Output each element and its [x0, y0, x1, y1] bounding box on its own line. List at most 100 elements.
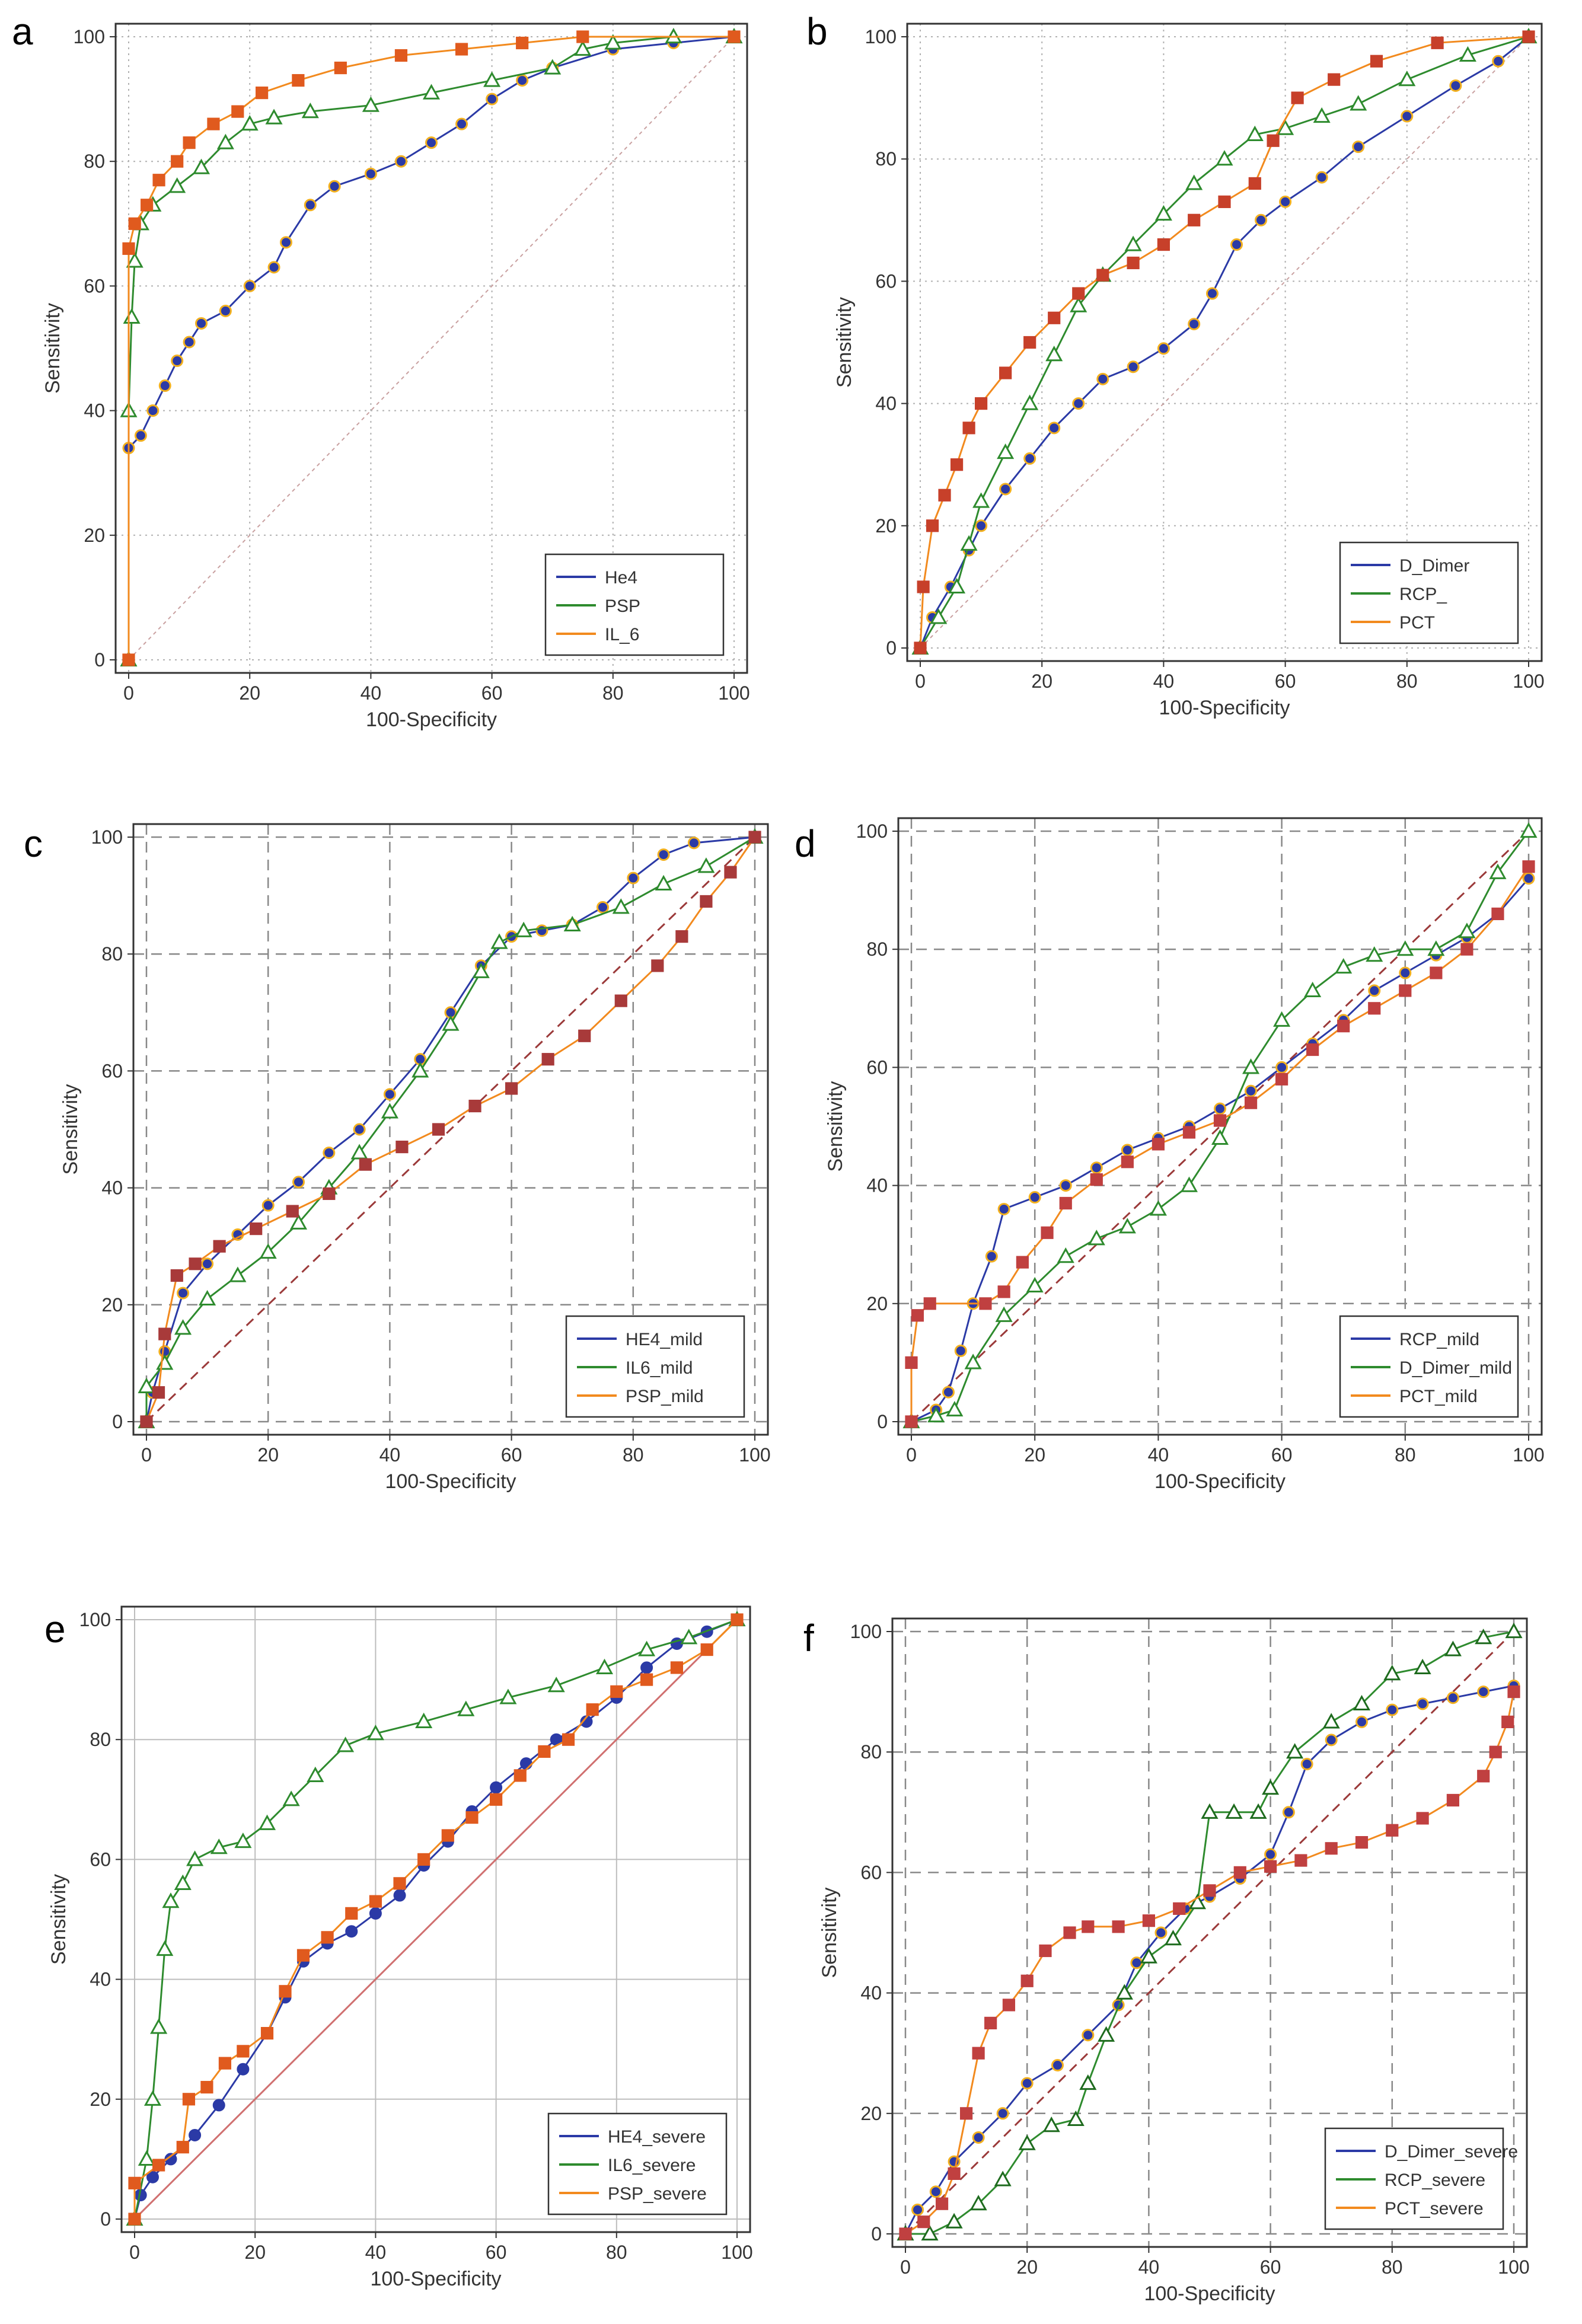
data-point-D_Dimer_mild [1149, 1200, 1167, 1216]
data-point-PCT_severe [1477, 1770, 1490, 1783]
data-point-PCT_severe [1294, 1854, 1307, 1867]
data-point-IL6_severe [680, 1629, 698, 1645]
reference-diagonal [920, 36, 1529, 649]
data-point-HE4_mild [201, 1257, 214, 1270]
x-tick-label: 20 [257, 1444, 279, 1466]
x-tick-label: 80 [606, 2242, 627, 2263]
y-tick-label: 80 [84, 151, 105, 172]
data-point-HE4_severe [490, 1781, 503, 1794]
legend-label: D_Dimer_mild [1399, 1358, 1512, 1378]
data-point-RCP_ [1045, 346, 1063, 362]
data-point-IL_6 [728, 30, 741, 43]
data-point-PCT_severe [1446, 1793, 1460, 1807]
data-point-D_Dimer [975, 519, 988, 532]
legend-label: IL6_mild [626, 1358, 693, 1378]
data-point-PCT [950, 458, 964, 471]
data-point-PSP_severe [296, 1949, 310, 1962]
data-point-PCT_severe [1489, 1745, 1502, 1758]
x-axis-label: 100-Specificity [1144, 2282, 1275, 2305]
data-point-PSP_mild [748, 831, 761, 844]
data-point-PCT_severe [1112, 1920, 1125, 1933]
data-point-RCP_severe [921, 2224, 939, 2241]
data-point-D_Dimer_severe [1082, 2029, 1095, 2042]
data-point-RCP_ [930, 608, 948, 624]
data-point-PCT_severe [1233, 1866, 1246, 1879]
data-point-PCT_mild [923, 1297, 936, 1310]
data-point-PSP [168, 177, 186, 193]
data-point-PSP_severe [441, 1829, 454, 1842]
data-point-RCP_mild [1059, 1179, 1072, 1192]
data-point-PSP_mild [323, 1187, 336, 1201]
data-point-PCT [938, 489, 951, 502]
data-point-He4 [243, 279, 256, 292]
data-point-PSP_severe [586, 1703, 599, 1716]
data-point-RCP_severe [1505, 1622, 1523, 1639]
data-point-PCT_severe [1142, 1914, 1156, 1927]
y-tick-label: 0 [871, 2223, 882, 2245]
data-point-D_Dimer_mild [1366, 946, 1383, 962]
data-point-RCP_mild [1121, 1144, 1134, 1157]
data-point-PCT [1522, 30, 1535, 43]
panel-d: d 0 20 40 60 80 100 0 20 40 60 80 100 100-Specificity… [795, 817, 1545, 1493]
y-tick-label: 40 [90, 1969, 111, 1990]
legend: He4 PSP IL_6 [544, 553, 725, 656]
legend: HE4_severe IL6_severe PSP_severe [547, 2112, 728, 2216]
data-point-IL6_mild [515, 921, 532, 937]
legend-box [1339, 541, 1519, 644]
data-point-He4 [219, 304, 232, 317]
data-point-PSP_mild [651, 959, 664, 972]
data-point-PSP_severe [369, 1895, 382, 1908]
data-point-PSP_mild [675, 930, 688, 943]
data-point-D_Dimer_mild [1335, 957, 1353, 974]
data-point-IL6_mild [612, 898, 630, 914]
data-point-PSP_mild [359, 1158, 372, 1171]
data-point-RCP_ [1350, 95, 1367, 111]
y-tick-label: 40 [101, 1177, 123, 1199]
data-point-D_Dimer [1023, 452, 1036, 465]
data-point-PCT_mild [1041, 1226, 1054, 1239]
data-point-RCP_mild [942, 1386, 955, 1399]
data-point-PCT [1291, 91, 1304, 104]
panel-f: f 0 20 40 60 80 100 0 20 40 60 80 100 100-Specificity… [803, 1617, 1530, 2305]
data-point-PSP_mild [286, 1205, 299, 1218]
data-point-D_Dimer_mild [1087, 1230, 1105, 1246]
data-point-D_Dimer [1315, 171, 1328, 184]
data-point-IL6_mild [229, 1266, 247, 1282]
data-point-PCT_mild [997, 1285, 1010, 1298]
data-point-PCT [1248, 177, 1261, 190]
data-point-D_Dimer_mild [1273, 1011, 1291, 1027]
data-point-D_Dimer [1096, 372, 1109, 385]
data-point-He4 [146, 404, 160, 417]
data-point-PCT_severe [1020, 1974, 1034, 1987]
data-point-RCP_severe [1098, 2026, 1115, 2042]
data-point-PSP [192, 158, 210, 174]
data-point-PCT_severe [1082, 1920, 1095, 1933]
data-point-D_Dimer_mild [946, 1400, 964, 1417]
data-point-IL6_mild [259, 1243, 277, 1259]
data-point-PCT_severe [1039, 1944, 1052, 1958]
data-point-PCT_mild [1152, 1138, 1165, 1151]
data-point-RCP_severe [1067, 2110, 1085, 2127]
data-point-PSP_mild [140, 1415, 153, 1428]
x-tick-label: 40 [365, 2242, 387, 2263]
x-tick-label: 80 [623, 1444, 644, 1466]
data-point-PCT_mild [905, 1415, 918, 1428]
legend-label: HE4_mild [626, 1330, 703, 1349]
data-point-He4 [279, 236, 292, 249]
data-point-He4 [304, 199, 317, 212]
x-tick-label: 100 [721, 2242, 752, 2263]
x-tick-label: 40 [1148, 1444, 1169, 1466]
data-point-PCT [1072, 287, 1085, 300]
x-tick-label: 80 [1395, 1444, 1416, 1466]
data-point-PSP_mild [541, 1053, 554, 1066]
data-point-IL_6 [183, 136, 196, 149]
x-tick-label: 100 [718, 682, 749, 704]
reference-diagonal [145, 836, 756, 1423]
data-point-He4 [134, 429, 147, 442]
data-point-IL6_severe [282, 1790, 300, 1806]
legend-label: PSP_severe [608, 2184, 707, 2204]
data-point-D_Dimer_severe [1386, 1703, 1399, 1716]
legend-label: PCT_mild [1399, 1387, 1478, 1406]
y-tick-label: 0 [94, 649, 105, 671]
data-point-PSP [544, 59, 562, 75]
